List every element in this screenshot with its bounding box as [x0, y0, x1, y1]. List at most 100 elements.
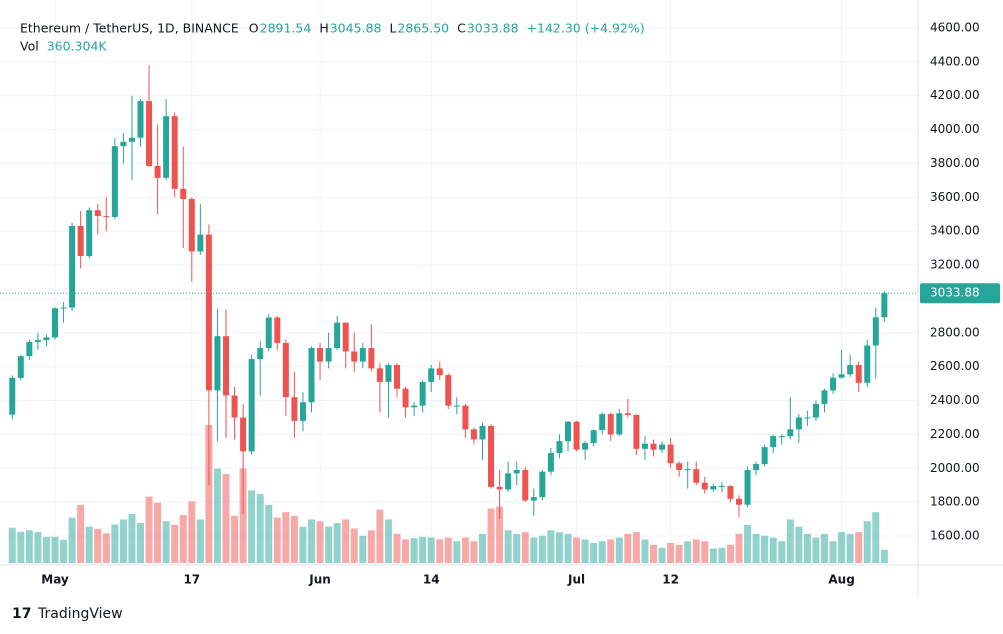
- candle-body: [205, 234, 212, 391]
- candle-body: [197, 234, 204, 252]
- candle-body: [282, 342, 289, 398]
- volume-bar: [402, 539, 410, 563]
- volume-bar: [128, 513, 136, 563]
- candle-body: [436, 368, 443, 376]
- candle-body: [710, 486, 717, 490]
- volume-bar: [650, 544, 657, 563]
- candle-body: [864, 345, 871, 383]
- volume-bar: [231, 515, 239, 563]
- candle-body: [299, 402, 306, 421]
- candle-body: [163, 116, 170, 178]
- candle-body: [547, 453, 554, 472]
- volume-bar: [350, 528, 358, 563]
- volume-bar: [461, 537, 469, 563]
- vol-value: 360.304K: [47, 39, 108, 54]
- candle-body: [77, 225, 84, 257]
- candle-body: [565, 421, 571, 442]
- candle-body: [582, 442, 589, 450]
- y-tick-label: 3400.00: [930, 224, 980, 238]
- volume-bar: [137, 523, 144, 563]
- candle-body: [505, 473, 512, 490]
- volume-bar: [513, 533, 521, 563]
- candle-body: [69, 225, 76, 308]
- volume-bar: [564, 533, 572, 563]
- volume-bar: [795, 526, 803, 563]
- candle-body: [641, 443, 648, 449]
- volume-bar: [812, 537, 820, 563]
- candle-body: [676, 463, 683, 470]
- candle-body: [342, 322, 349, 352]
- y-tick-label: 3800.00: [930, 156, 980, 170]
- candle-body: [616, 413, 623, 435]
- candle-body: [120, 141, 127, 147]
- candle-body: [9, 377, 16, 415]
- volume-bar: [239, 468, 247, 563]
- y-tick-label: 2400.00: [930, 393, 980, 407]
- candle-body: [855, 364, 862, 383]
- ohlc-key: O: [249, 21, 259, 36]
- volume-bar: [821, 533, 828, 563]
- candle-body: [86, 210, 93, 257]
- volume-bar: [658, 547, 666, 563]
- candle-body: [428, 368, 435, 382]
- candle-body: [479, 425, 486, 440]
- x-tick-label: Aug: [828, 573, 854, 587]
- candle-body: [701, 482, 708, 490]
- volume-bar: [504, 530, 512, 563]
- candle-body: [52, 308, 58, 338]
- candle-body: [368, 348, 375, 369]
- volume-bar: [8, 527, 16, 563]
- candle-body: [761, 447, 768, 465]
- candle-body: [180, 188, 187, 200]
- y-tick-label: 2800.00: [930, 325, 980, 339]
- volume-bar: [94, 528, 102, 563]
- candle-body: [590, 430, 597, 443]
- volume-bar: [778, 541, 786, 563]
- candle-body: [496, 486, 503, 490]
- candle-body: [376, 368, 383, 382]
- candle-body: [556, 441, 563, 454]
- volume-bar: [154, 502, 162, 563]
- volume-bar: [384, 519, 392, 563]
- volume-bar: [675, 544, 683, 563]
- volume-bar: [290, 515, 298, 563]
- candle-body: [325, 348, 332, 362]
- candle-body: [736, 498, 742, 505]
- ohlc-key: L: [389, 21, 396, 36]
- candle-body: [787, 429, 794, 437]
- candle-body: [812, 403, 819, 418]
- volume-bar: [325, 526, 333, 563]
- candle-body: [659, 444, 666, 450]
- candle-body: [34, 340, 41, 342]
- volume-bar: [624, 533, 632, 563]
- vol-key: Vol: [20, 39, 39, 54]
- volume-bar: [393, 533, 401, 563]
- candle-body: [847, 364, 854, 375]
- volume-bar: [299, 526, 307, 563]
- volume-bar: [196, 519, 204, 563]
- volume-bar: [615, 537, 623, 563]
- volume-bar: [42, 536, 50, 563]
- y-tick-label: 3600.00: [930, 190, 980, 204]
- brand: TradingView: [37, 606, 123, 622]
- candle-body: [334, 322, 341, 349]
- volume-bar: [256, 494, 264, 563]
- logo: 𝟭𝟳 TradingView: [12, 606, 123, 622]
- volume-bar: [598, 541, 606, 563]
- candle-body: [402, 388, 409, 408]
- candle-body: [248, 359, 255, 452]
- candle-body: [684, 469, 691, 471]
- volume-bar: [444, 537, 452, 563]
- candle-body: [872, 317, 879, 346]
- candle-body: [821, 390, 828, 404]
- candle-body: [522, 469, 529, 501]
- candle-body: [171, 116, 178, 189]
- candle-body: [137, 101, 144, 138]
- candle-body: [240, 417, 247, 452]
- volume-bar: [308, 519, 315, 563]
- candle-body: [488, 425, 495, 487]
- candle-body: [94, 210, 101, 216]
- candle-body: [411, 405, 418, 408]
- volume-bar: [709, 548, 717, 563]
- volume-bar: [436, 539, 444, 563]
